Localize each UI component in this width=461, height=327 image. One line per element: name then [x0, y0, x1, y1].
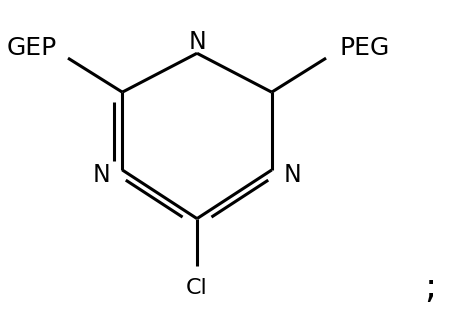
Text: GEP: GEP: [6, 36, 57, 60]
Text: N: N: [188, 30, 206, 54]
Text: ;: ;: [424, 271, 436, 305]
Text: PEG: PEG: [339, 36, 390, 60]
Text: N: N: [93, 163, 111, 187]
Text: Cl: Cl: [186, 278, 208, 298]
Text: N: N: [283, 163, 301, 187]
